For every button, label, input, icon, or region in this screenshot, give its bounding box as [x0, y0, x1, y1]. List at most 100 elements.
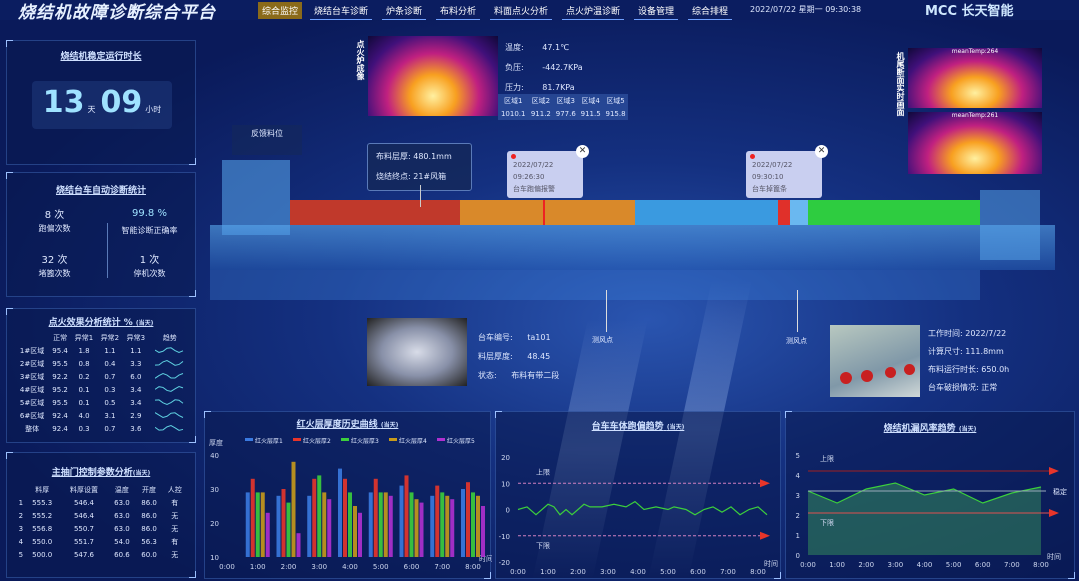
- nav-tab[interactable]: 料面点火分析: [490, 2, 553, 20]
- tail-section-label: 机尾断面实时画面: [896, 52, 905, 116]
- bar: [265, 512, 270, 557]
- info-value: 2022/7/22: [965, 329, 1007, 338]
- divider: [107, 223, 108, 278]
- bar: [260, 492, 265, 557]
- table-cell: 1.1: [104, 346, 116, 355]
- table-cell: 54.0: [114, 537, 130, 546]
- deviation-label: 跑偏次数: [38, 224, 71, 233]
- legend-swatch: [341, 438, 349, 441]
- y-tick-label: 5: [796, 452, 800, 460]
- table-cell: 92.2: [52, 372, 68, 381]
- x-tick-label: 1:00: [250, 563, 266, 571]
- trend-sparkline: [149, 344, 191, 357]
- leak-line: [807, 482, 1042, 504]
- layer-segment-green[interactable]: [808, 200, 980, 225]
- bar: [440, 492, 445, 557]
- tail-machine: [980, 190, 1040, 260]
- hopper-machine: [222, 160, 290, 235]
- alarm-segment[interactable]: [778, 200, 790, 225]
- table-cell: 551.7: [73, 537, 95, 546]
- column-header: 温度: [114, 485, 129, 494]
- close-icon[interactable]: ✕: [815, 145, 828, 158]
- legend-label: 红火层厚2: [303, 437, 331, 445]
- zone-value: 1010.1: [500, 109, 526, 118]
- tail-thermal-image[interactable]: meanTemp:261: [908, 112, 1042, 174]
- leak-area: [808, 483, 1041, 555]
- bar: [276, 495, 281, 557]
- bar: [445, 495, 450, 557]
- stable-label: 稳定: [1053, 487, 1067, 496]
- company-logo: MCC 长天智能: [925, 4, 1014, 19]
- layer-segment-blue[interactable]: [635, 200, 778, 225]
- table-cell: 无: [171, 511, 179, 520]
- bar: [255, 492, 260, 557]
- block-count: 32 次: [41, 255, 68, 266]
- table-cell: 0.3: [78, 424, 90, 433]
- table-cell: 1#区域: [19, 346, 45, 355]
- nav-tab[interactable]: 综合监控: [258, 2, 303, 19]
- info-value: -442.7KPa: [542, 63, 583, 72]
- table-cell: 95.5: [52, 359, 68, 368]
- y-tick-label: 3: [796, 492, 800, 500]
- column-header: 趋势: [162, 333, 177, 342]
- zone-value: 915.8: [605, 109, 626, 118]
- fan-table: 料厚 料厚设置 温度 开度 人控 1 555.3 546.4 63.0 86.0 有 2 555.2 54…: [17, 483, 187, 561]
- days-unit: 天: [87, 105, 96, 114]
- bar: [250, 478, 255, 557]
- nav-tab[interactable]: 设备管理: [634, 2, 679, 20]
- wind-point-label[interactable]: 测风点: [786, 337, 807, 345]
- table-cell: 546.4: [73, 511, 95, 520]
- bar-chart: 10 20 30 40 0:00 1:00 2:00 3:00 4:00 5:00 6:00 7:00…: [209, 437, 492, 571]
- table-row: 3 556.8 550.7 63.0 86.0 无: [17, 522, 187, 535]
- alarm-dot-icon: [511, 154, 516, 159]
- hours-value: 09: [100, 85, 143, 120]
- table-cell: 56.3: [141, 537, 157, 546]
- bar: [373, 478, 378, 557]
- y-tick-label: -20: [499, 559, 510, 567]
- layer-segment-red[interactable]: [290, 200, 460, 225]
- nav-tab[interactable]: 烧结台车诊断: [310, 2, 373, 20]
- layer-segment-lightblue[interactable]: [790, 200, 808, 225]
- chart-suffix: (当天): [958, 426, 977, 433]
- table-row: 1 555.3 546.4 63.0 86.0 有: [17, 496, 187, 509]
- deviation-line: [517, 500, 768, 516]
- tail-thermal-image[interactable]: meanTemp:264: [908, 48, 1042, 108]
- days-value: 13: [42, 85, 85, 120]
- wheel-camera-image[interactable]: [830, 325, 920, 397]
- nav-tab[interactable]: 布料分析: [436, 2, 481, 20]
- legend-swatch: [389, 438, 397, 441]
- column-header: [15, 331, 49, 344]
- table-cell: 2#区域: [19, 359, 45, 368]
- info-value: 正常: [981, 383, 998, 392]
- trolley-camera-image[interactable]: [367, 318, 467, 386]
- nav-tab[interactable]: 点火炉温诊断: [562, 2, 625, 20]
- limit-label: 上限: [536, 467, 550, 476]
- table-cell: 63.0: [114, 511, 130, 520]
- y-tick-label: -10: [499, 533, 510, 541]
- trend-sparkline: [149, 409, 191, 422]
- run-duration-box: 13 天 09 小时: [32, 81, 172, 129]
- nav-tab[interactable]: 综合排程: [688, 2, 733, 20]
- table-cell: 0.8: [78, 359, 90, 368]
- table-cell: 60.6: [114, 550, 130, 559]
- bar: [461, 489, 465, 557]
- stop-label: 停机次数: [133, 269, 166, 278]
- nav-tab[interactable]: 炉条诊断: [382, 2, 427, 20]
- x-tick-label: 8:00: [750, 568, 766, 576]
- info-value: 650.0h: [981, 365, 1010, 374]
- limit-label: 上限: [820, 454, 834, 463]
- zone-value: 911.2: [530, 109, 551, 118]
- bar: [419, 502, 424, 557]
- table-cell: 1.1: [130, 346, 142, 355]
- furnace-thermal-image[interactable]: [368, 36, 498, 116]
- close-icon[interactable]: ✕: [576, 145, 589, 158]
- legend-label: 红火层厚3: [351, 437, 379, 445]
- zone-header: 区域5: [606, 96, 625, 105]
- layer-segment-orange[interactable]: [460, 200, 635, 225]
- bar: [353, 506, 357, 557]
- stop-count: 1 次: [139, 255, 160, 266]
- table-cell: 5: [18, 550, 24, 559]
- wind-point-label[interactable]: 测风点: [592, 336, 613, 344]
- deviation-count: 8 次: [44, 210, 65, 221]
- x-tick-label: 5:00: [946, 561, 962, 569]
